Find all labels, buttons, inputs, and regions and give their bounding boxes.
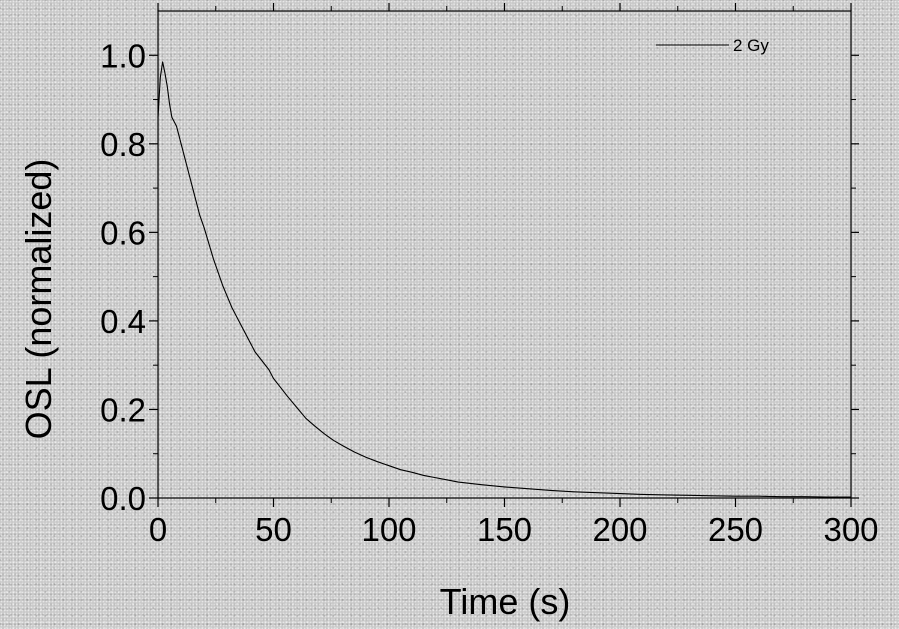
legend: 2 Gy bbox=[656, 36, 769, 55]
series-line-2gy bbox=[157, 61, 851, 498]
y-tick-label: 1.0 bbox=[100, 37, 146, 74]
x-tick-label: 50 bbox=[255, 511, 292, 548]
y-tick-label: 0.8 bbox=[100, 126, 146, 163]
y-tick-label: 0.0 bbox=[100, 480, 146, 517]
y-tick-label: 0.4 bbox=[100, 303, 146, 340]
x-axis-title: Time (s) bbox=[440, 581, 571, 622]
axis-ticks bbox=[149, 3, 859, 507]
plot-border bbox=[157, 10, 852, 499]
y-tick-label: 0.6 bbox=[100, 214, 146, 251]
y-axis-title: OSL (normalized) bbox=[18, 159, 59, 440]
x-tick-label: 100 bbox=[361, 511, 416, 548]
y-tick-label: 0.2 bbox=[100, 391, 146, 428]
series-layer bbox=[157, 61, 851, 498]
x-tick-label: 0 bbox=[149, 511, 167, 548]
legend-label-2gy: 2 Gy bbox=[733, 36, 769, 55]
plot-frame bbox=[157, 10, 852, 499]
x-tick-label: 150 bbox=[477, 511, 532, 548]
x-tick-label: 250 bbox=[708, 511, 763, 548]
tick-labels: 0 50 100 150 200 250 300 0.0 0.2 0.4 0.6 0.8 1.0 bbox=[100, 37, 878, 548]
x-tick-label: 200 bbox=[592, 511, 647, 548]
x-tick-label: 300 bbox=[823, 511, 878, 548]
